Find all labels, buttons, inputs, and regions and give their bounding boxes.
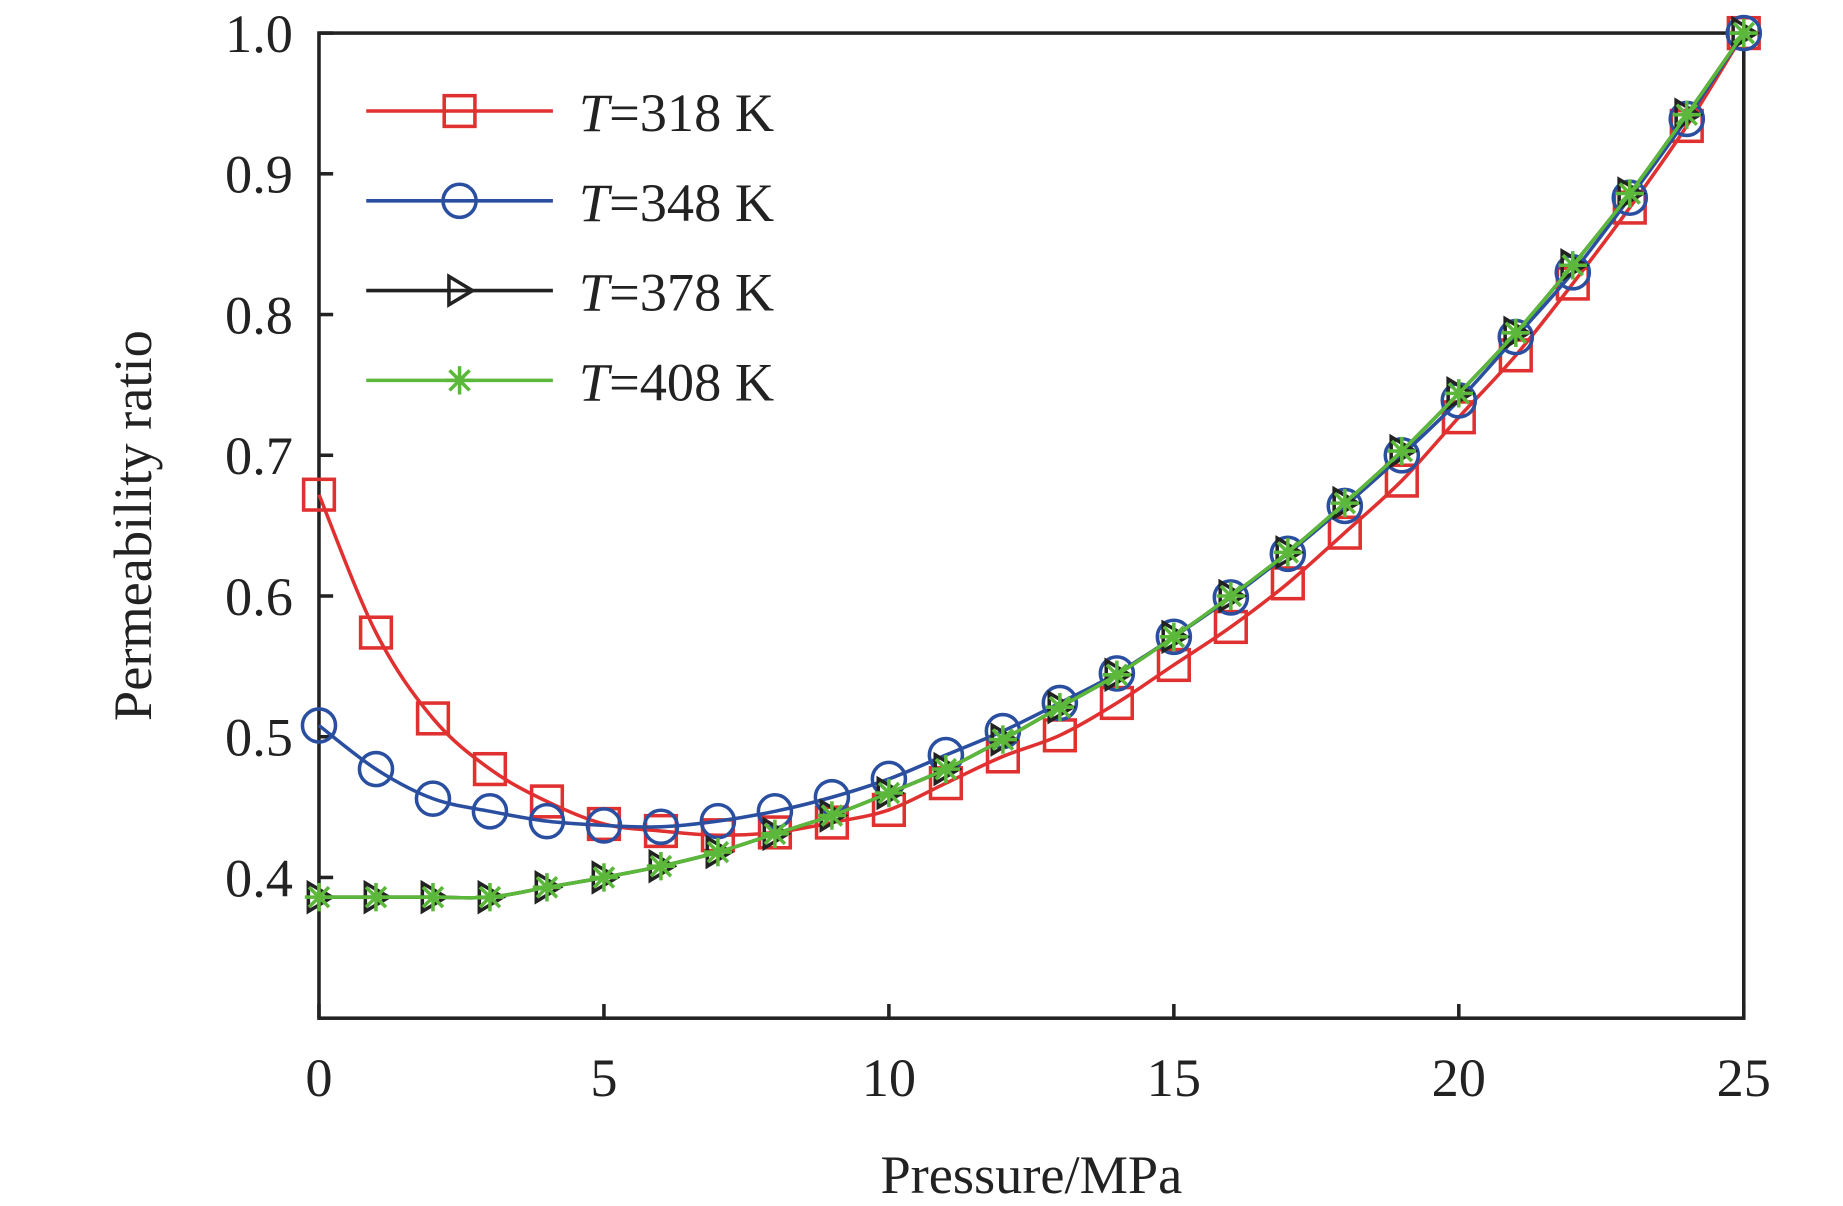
y-tick-label: 0.4	[225, 848, 293, 908]
series-348K	[300, 14, 1763, 846]
data-point-asterisk	[1444, 379, 1473, 408]
series-group	[300, 14, 1763, 915]
series-line	[317, 32, 1746, 829]
data-point-asterisk	[532, 873, 562, 902]
x-tick-label: 0	[305, 1048, 332, 1108]
y-axis: 0.4 0.5 0.6 0.7 0.8 0.9 1.0	[225, 4, 334, 908]
data-point-circle	[1155, 618, 1193, 656]
legend-label-italic: T	[579, 173, 613, 233]
data-point-asterisk	[1216, 581, 1246, 611]
legend-item: T=408 K	[366, 352, 774, 412]
data-point-circle	[585, 807, 623, 844]
data-point-square	[415, 701, 451, 736]
data-point-circle	[471, 793, 509, 830]
data-point-asterisk	[874, 778, 904, 808]
legend-label: T=408 K	[579, 352, 774, 412]
legend-label-text: =348 K	[609, 173, 774, 233]
x-axis-label: Pressure/MPa	[880, 1145, 1182, 1205]
data-point-circle	[300, 707, 338, 744]
y-tick-label: 1.0	[225, 4, 293, 64]
data-point-asterisk	[445, 366, 474, 395]
data-point-asterisk	[1729, 18, 1758, 48]
data-point-asterisk	[589, 863, 619, 892]
legend-label-italic: T	[579, 352, 613, 412]
data-point-asterisk	[361, 882, 391, 912]
y-tick-label: 0.8	[225, 285, 293, 345]
data-point-asterisk	[988, 725, 1018, 754]
data-point-asterisk	[1102, 660, 1132, 689]
data-point-square	[301, 477, 337, 512]
data-point-asterisk	[1615, 179, 1644, 208]
legend-label-text: =318 K	[609, 83, 774, 143]
data-point-asterisk	[418, 882, 448, 912]
series-318K	[301, 15, 1761, 853]
legend-item: T=378 K	[366, 263, 774, 323]
data-point-asterisk	[1672, 100, 1701, 129]
x-tick-label: 15	[1147, 1048, 1201, 1108]
data-point-asterisk	[817, 801, 847, 830]
series-line	[318, 32, 1746, 900]
legend-item: T=348 K	[366, 173, 774, 233]
data-point-asterisk	[304, 882, 334, 912]
data-point-square	[529, 784, 565, 819]
data-point-square	[472, 751, 508, 787]
legend-label-italic: T	[579, 83, 613, 143]
data-point-triangle-right	[447, 273, 477, 308]
data-point-circle	[1212, 579, 1250, 616]
data-point-circle	[414, 780, 452, 817]
data-point-asterisk	[475, 882, 505, 912]
y-tick-label: 0.9	[225, 145, 293, 205]
legend-label-text: =408 K	[609, 352, 774, 412]
data-point-circle	[642, 808, 680, 846]
data-point-asterisk	[703, 837, 733, 867]
data-point-asterisk	[1501, 318, 1530, 348]
data-point-asterisk	[1330, 488, 1359, 518]
y-tick-label: 0.7	[225, 426, 293, 486]
x-axis: 0 5 10 15 20 25	[305, 1004, 1771, 1108]
data-point-asterisk	[1558, 251, 1587, 280]
data-point-square	[358, 615, 394, 650]
x-tick-label: 5	[590, 1048, 617, 1108]
legend-label: T=348 K	[579, 173, 774, 233]
data-point-circle	[528, 802, 566, 840]
legend-label: T=318 K	[579, 83, 774, 143]
series-408K	[304, 18, 1758, 912]
plot-frame	[317, 31, 1746, 1020]
data-point-circle	[1269, 535, 1307, 573]
series-line	[317, 32, 1746, 838]
series-line	[318, 32, 1746, 900]
data-point-asterisk	[646, 852, 676, 881]
data-point-asterisk	[1159, 622, 1189, 651]
data-point-square	[1384, 463, 1419, 498]
data-point-circle	[441, 182, 478, 220]
data-point-square	[1270, 566, 1305, 601]
data-point-circle	[1725, 14, 1763, 52]
x-tick-label: 10	[862, 1048, 916, 1108]
data-point-circle	[357, 750, 395, 788]
legend: T=318 KT=348 KT=378 KT=408 K	[366, 83, 774, 412]
data-point-square	[442, 93, 477, 129]
data-point-asterisk	[1387, 436, 1416, 466]
data-point-asterisk	[1045, 693, 1075, 722]
data-point-asterisk	[760, 819, 790, 849]
legend-label-italic: T	[579, 263, 613, 323]
x-tick-label: 25	[1717, 1048, 1771, 1108]
data-point-circle	[1098, 655, 1136, 692]
data-point-asterisk	[1273, 538, 1303, 567]
series-378K	[306, 15, 1761, 915]
legend-item: T=318 K	[366, 83, 774, 143]
legend-label: T=378 K	[579, 263, 774, 323]
data-point-asterisk	[931, 754, 961, 784]
y-tick-label: 0.6	[225, 567, 293, 627]
y-tick-label: 0.5	[225, 708, 293, 768]
data-point-circle	[699, 802, 737, 840]
y-axis-label: Permeability ratio	[103, 330, 163, 721]
legend-label-text: =378 K	[609, 263, 774, 323]
data-point-square	[1213, 609, 1248, 645]
x-tick-label: 20	[1432, 1048, 1486, 1108]
data-point-square	[1327, 515, 1362, 550]
